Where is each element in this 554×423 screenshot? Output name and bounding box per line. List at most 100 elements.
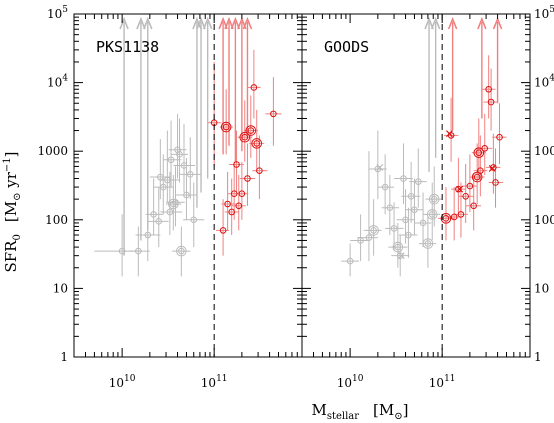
error-bar [391,235,410,277]
data-point [270,110,277,118]
data-point [386,204,394,212]
data-point [419,219,427,227]
data-point [190,216,198,224]
data-point [167,156,175,164]
data-point [244,175,251,182]
upper-limit-arrow [242,16,253,140]
x-tick-label: 1011 [201,374,228,390]
data-point [492,179,499,186]
data-point [496,133,503,141]
y-tick-label: 1 [60,350,68,364]
upper-limit-arrow [119,16,129,256]
panel-goods: GOODS [301,13,531,358]
error-bar [147,187,169,248]
data-point [381,183,389,191]
y-tick-label: 104 [534,74,554,90]
y-tick-label: 10 [534,281,549,295]
data-point [414,178,422,185]
error-bar [444,97,459,162]
upper-limit-arrow [230,16,241,162]
error-bar [401,161,421,223]
error-bar [172,226,191,277]
y-tick-label: 1000 [37,144,68,158]
upper-limit-arrow [477,16,487,119]
error-bar [135,171,161,262]
panel-label: PKS1138 [96,38,159,56]
panel-pks1138: PKS1138 [73,13,303,358]
upper-limit-arrow [447,16,458,131]
upper-limit-arrow [196,16,206,193]
error-bar [409,148,427,208]
data-point [365,234,373,241]
data-point [440,213,452,224]
error-bar [149,139,172,200]
error-bar [183,182,205,248]
upper-limit-arrow [492,16,503,104]
data-point [118,247,126,255]
data-point [250,84,258,91]
panel-frame [73,13,303,358]
upper-limit-arrow [224,16,234,146]
data-point [426,209,438,220]
data-point [180,162,188,169]
error-bar [341,243,360,277]
data-point [481,145,489,152]
data-point [256,167,263,174]
error-bar [418,216,437,268]
error-bar [394,143,413,204]
cross-point [456,185,464,193]
data-point [455,185,462,193]
data-point [400,175,407,182]
upper-limit-arrow [192,16,202,208]
cross-point [376,164,384,171]
error-bar [158,130,180,203]
error-bar [171,118,189,183]
data-point [390,225,398,232]
error-bar [492,103,507,165]
y-tick-labels-right: 1 10 100 1000 104 105 [534,5,554,364]
error-bar [166,166,185,227]
data-point [477,167,484,174]
data-point [166,208,174,216]
error-bar [129,226,150,277]
x-tick-label: 1010 [337,374,364,390]
data-point [471,171,483,183]
data-point [157,173,164,181]
y-tick-label: 105 [534,5,554,21]
data-point [186,171,194,178]
data-point [450,213,458,221]
y-axis-label: SFR0[M⊙ yr−1] [2,152,23,273]
data-point [485,85,492,93]
data-point [176,245,187,257]
error-bar [94,214,141,277]
data-point [411,206,418,214]
data-point [224,200,231,208]
error-bar [237,100,253,162]
data-point [396,252,404,259]
data-point [245,125,257,136]
data-point [407,193,415,200]
y-tick-label: 100 [534,213,554,227]
error-bar [173,123,196,193]
x-tick-label: 1010 [109,374,136,390]
upper-limit-arrow [136,16,146,241]
data-point [473,147,485,159]
error-bar [224,178,239,236]
data-point [428,193,440,205]
x-axis-label: Mstellar [M⊙] [311,401,408,422]
data-point [159,183,167,191]
x-tick-label: 1011 [429,374,456,390]
cross-point [397,252,405,260]
data-point [135,247,142,255]
data-point [368,225,379,236]
data-point [239,131,251,143]
data-point [176,151,183,158]
data-point [487,98,495,106]
upper-limit-arrow [202,16,213,179]
y-tick-label: 104 [47,74,68,90]
data-point [230,190,238,198]
error-bar [385,202,404,252]
data-point [346,257,354,265]
error-bar [252,135,268,200]
data-point [164,176,171,184]
